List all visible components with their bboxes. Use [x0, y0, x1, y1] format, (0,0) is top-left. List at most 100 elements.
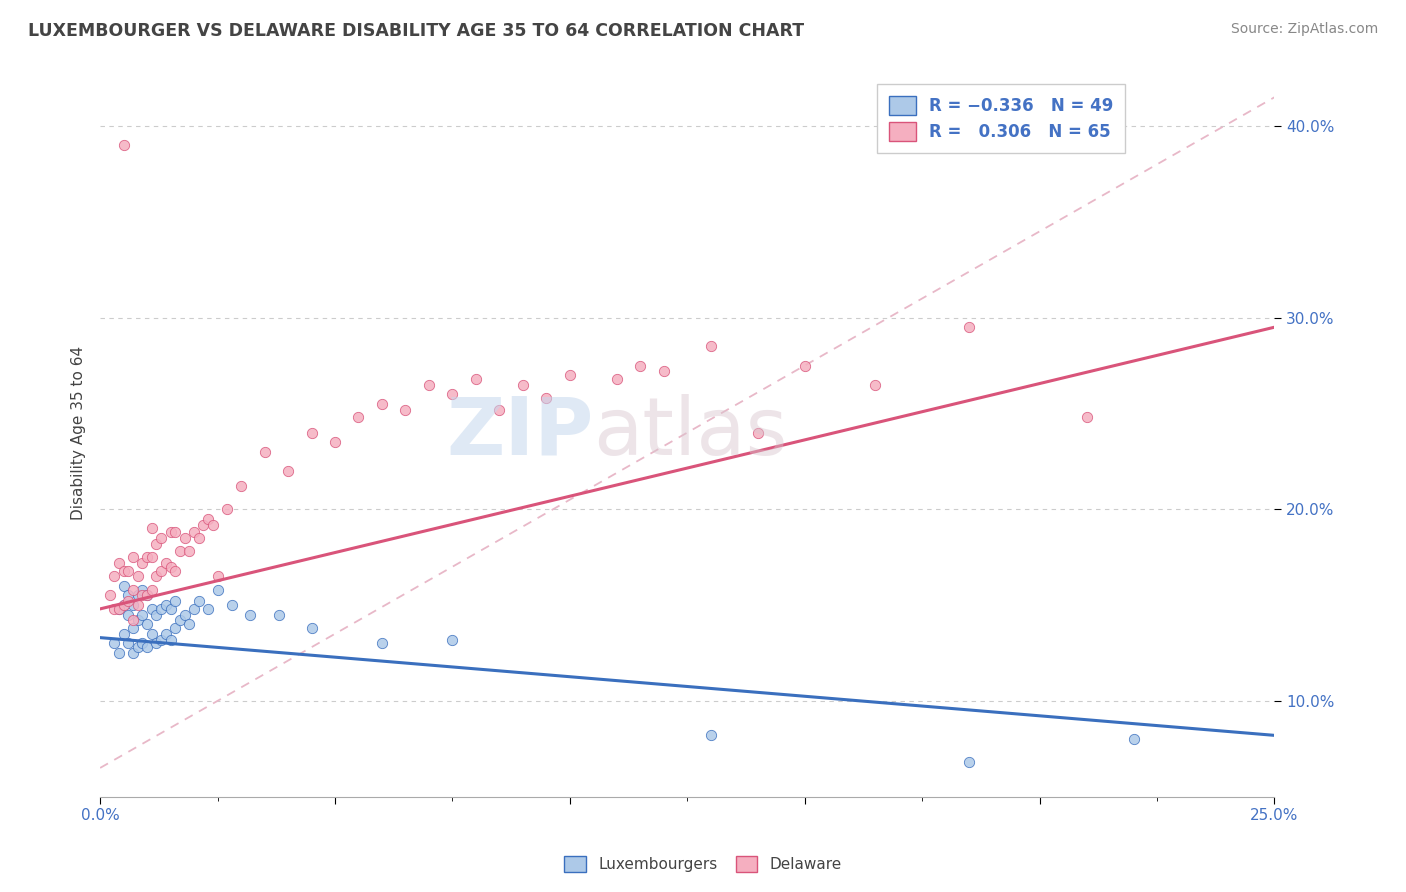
Point	[512, 377, 534, 392]
Point	[127, 640, 149, 655]
Point	[122, 621, 145, 635]
Point	[441, 632, 464, 647]
Point	[606, 372, 628, 386]
Point	[301, 425, 323, 440]
Point	[207, 569, 229, 583]
Point	[173, 607, 195, 622]
Point	[165, 594, 187, 608]
Point	[141, 550, 163, 565]
Point	[193, 517, 215, 532]
Point	[117, 594, 139, 608]
Point	[197, 512, 219, 526]
Point	[112, 564, 135, 578]
Text: ZIP: ZIP	[446, 393, 593, 472]
Point	[122, 613, 145, 627]
Point	[131, 636, 153, 650]
Point	[112, 138, 135, 153]
Point	[136, 617, 159, 632]
Point	[127, 598, 149, 612]
Point	[229, 479, 252, 493]
Point	[347, 410, 370, 425]
Point	[1122, 732, 1144, 747]
Point	[131, 607, 153, 622]
Point	[700, 339, 723, 353]
Point	[371, 636, 394, 650]
Point	[323, 435, 346, 450]
Point	[165, 525, 187, 540]
Point	[957, 320, 980, 334]
Point	[173, 531, 195, 545]
Point	[179, 544, 201, 558]
Point	[131, 582, 153, 597]
Point	[179, 617, 201, 632]
Point	[117, 607, 139, 622]
Point	[150, 602, 173, 616]
Point	[159, 602, 181, 616]
Point	[464, 372, 486, 386]
Point	[155, 556, 177, 570]
Point	[652, 364, 675, 378]
Point	[207, 582, 229, 597]
Point	[165, 621, 187, 635]
Point	[122, 550, 145, 565]
Point	[441, 387, 464, 401]
Point	[418, 377, 440, 392]
Point	[253, 444, 276, 458]
Point	[187, 594, 209, 608]
Point	[558, 368, 581, 383]
Point	[371, 397, 394, 411]
Point	[159, 559, 181, 574]
Point	[394, 402, 416, 417]
Point	[141, 521, 163, 535]
Point	[108, 646, 131, 660]
Point	[141, 582, 163, 597]
Point	[155, 627, 177, 641]
Point	[98, 589, 121, 603]
Point	[131, 589, 153, 603]
Legend: R = −0.336   N = 49, R =   0.306   N = 65: R = −0.336 N = 49, R = 0.306 N = 65	[877, 84, 1125, 153]
Point	[1076, 410, 1098, 425]
Point	[155, 598, 177, 612]
Point	[131, 556, 153, 570]
Point	[136, 550, 159, 565]
Point	[117, 564, 139, 578]
Point	[488, 402, 510, 417]
Point	[112, 627, 135, 641]
Point	[628, 359, 651, 373]
Text: atlas: atlas	[593, 393, 787, 472]
Legend: Luxembourgers, Delaware: Luxembourgers, Delaware	[557, 848, 849, 880]
Point	[221, 598, 243, 612]
Point	[108, 556, 131, 570]
Point	[150, 564, 173, 578]
Point	[165, 564, 187, 578]
Point	[145, 537, 167, 551]
Point	[793, 359, 815, 373]
Point	[201, 517, 224, 532]
Point	[122, 582, 145, 597]
Point	[136, 640, 159, 655]
Point	[145, 607, 167, 622]
Point	[197, 602, 219, 616]
Point	[536, 391, 558, 405]
Point	[169, 613, 191, 627]
Point	[112, 598, 135, 612]
Point	[117, 589, 139, 603]
Point	[183, 602, 205, 616]
Point	[957, 755, 980, 769]
Point	[112, 579, 135, 593]
Point	[103, 602, 125, 616]
Point	[127, 613, 149, 627]
Point	[239, 607, 262, 622]
Point	[112, 598, 135, 612]
Point	[108, 602, 131, 616]
Point	[136, 589, 159, 603]
Point	[127, 589, 149, 603]
Point	[159, 525, 181, 540]
Point	[150, 632, 173, 647]
Point	[277, 464, 299, 478]
Point	[122, 598, 145, 612]
Point	[183, 525, 205, 540]
Point	[145, 636, 167, 650]
Point	[267, 607, 290, 622]
Point	[127, 569, 149, 583]
